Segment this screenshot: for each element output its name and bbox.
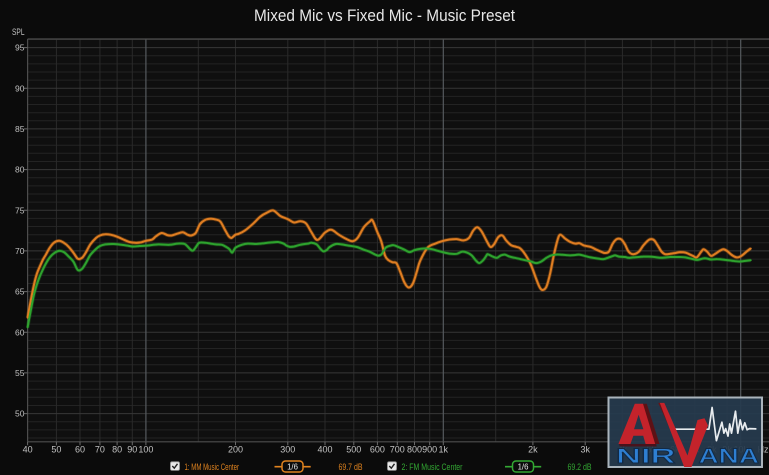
svg-text:50: 50 — [51, 445, 61, 455]
svg-text:1k: 1k — [439, 445, 449, 455]
svg-text:500: 500 — [346, 445, 361, 455]
svg-text:2: FM Music Center: 2: FM Music Center — [402, 462, 463, 472]
svg-text:90: 90 — [15, 83, 25, 93]
svg-text:40: 40 — [23, 445, 33, 455]
svg-text:1: MM Music Center: 1: MM Music Center — [185, 462, 240, 472]
svg-text:300: 300 — [280, 445, 295, 455]
svg-text:80: 80 — [112, 445, 122, 455]
svg-text:3k: 3k — [580, 445, 590, 455]
svg-text:800: 800 — [407, 445, 422, 455]
svg-text:400: 400 — [317, 445, 332, 455]
svg-text:65: 65 — [15, 287, 25, 297]
svg-text:60: 60 — [75, 445, 85, 455]
svg-text:69.7 dB: 69.7 dB — [339, 462, 363, 472]
svg-text:SPL: SPL — [12, 27, 25, 38]
svg-text:Mixed Mic vs Fixed Mic - Music: Mixed Mic vs Fixed Mic - Music Preset — [254, 6, 515, 25]
svg-text:55: 55 — [15, 368, 25, 378]
svg-text:90: 90 — [127, 445, 137, 455]
svg-text:1/6: 1/6 — [287, 463, 298, 472]
svg-text:1/6: 1/6 — [518, 463, 529, 472]
svg-text:Hz: Hz — [758, 445, 769, 455]
svg-text:60: 60 — [15, 327, 25, 337]
svg-text:70: 70 — [15, 246, 25, 256]
svg-text:NIR: NIR — [616, 444, 676, 468]
svg-text:ANA: ANA — [699, 444, 760, 468]
svg-text:85: 85 — [15, 124, 25, 134]
svg-text:700: 700 — [390, 445, 405, 455]
svg-text:69.2 dB: 69.2 dB — [568, 462, 592, 472]
svg-text:200: 200 — [228, 445, 243, 455]
svg-text:600: 600 — [370, 445, 385, 455]
svg-text:70: 70 — [95, 445, 105, 455]
svg-text:75: 75 — [15, 205, 25, 215]
svg-text:95: 95 — [15, 43, 25, 53]
svg-text:100: 100 — [138, 445, 153, 455]
svg-text:50: 50 — [15, 409, 25, 419]
svg-text:80: 80 — [15, 165, 25, 175]
svg-text:2k: 2k — [528, 445, 538, 455]
svg-text:900: 900 — [422, 445, 437, 455]
